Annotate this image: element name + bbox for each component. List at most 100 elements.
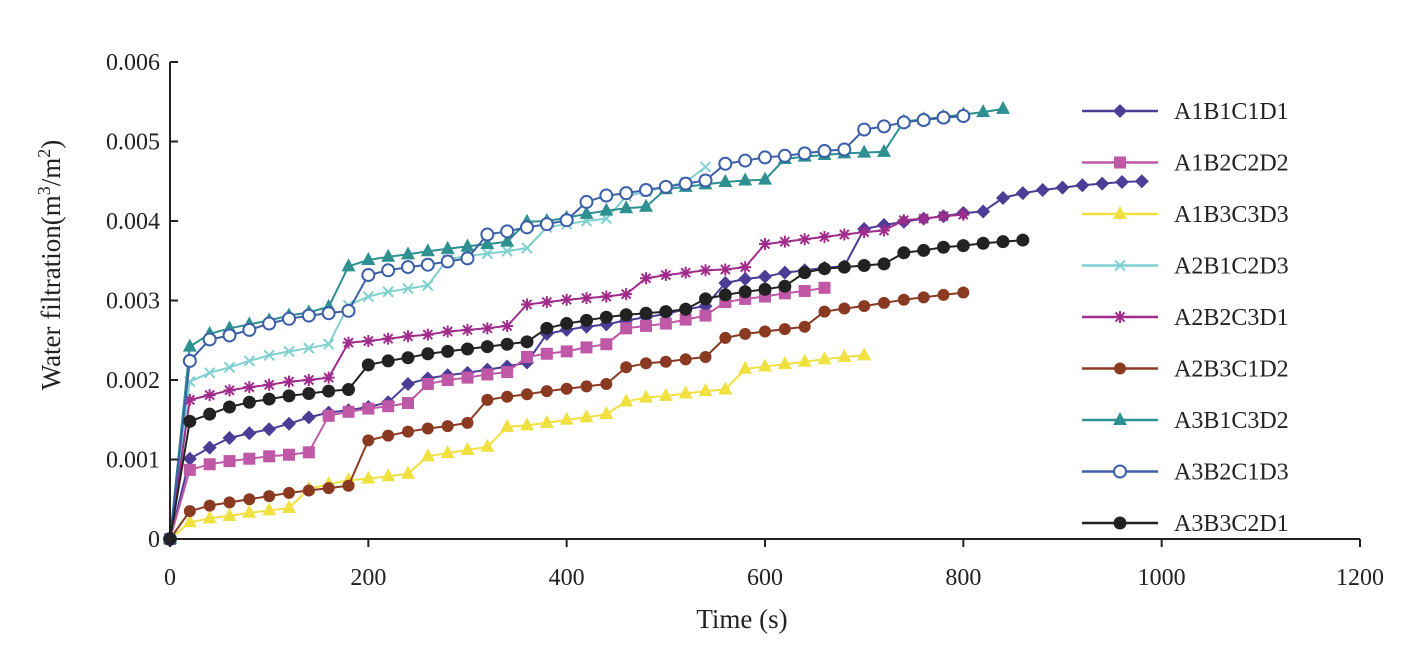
data-point-a1b2c2d2 <box>243 452 256 465</box>
data-point-a1b2c2d2 <box>461 371 474 384</box>
series-line-a1b2c2d2 <box>169 286 825 540</box>
data-point-a1b1c1d1 <box>301 410 316 425</box>
data-point-a1b1c1d1 <box>401 376 415 391</box>
data-point-a1b2c2d2 <box>521 350 533 363</box>
data-point-a3b2c1d3 <box>916 113 931 128</box>
data-point-a2b3c1d2 <box>818 305 831 318</box>
data-point-a1b2c2d2 <box>402 397 414 410</box>
data-point-a2b3c1d2 <box>858 300 871 313</box>
data-point-a2b2c3d1 <box>659 269 672 282</box>
data-point-a3b3c2d1 <box>639 306 653 320</box>
data-point-a3b1c3d2 <box>480 236 495 250</box>
data-point-a3b3c2d1 <box>619 308 633 322</box>
legend-marker-a2b3c1d2 <box>1114 362 1126 375</box>
data-point-a3b3c2d1 <box>857 259 871 273</box>
data-point-a3b3c2d1 <box>183 414 197 428</box>
data-point-a3b3c2d1 <box>540 321 554 335</box>
data-point-a2b2c3d1 <box>878 224 890 237</box>
data-point-a2b3c1d2 <box>937 288 950 301</box>
data-point-a3b2c1d3 <box>321 306 336 321</box>
data-point-a3b1c3d2 <box>440 240 455 254</box>
data-point-a3b2c1d3 <box>857 122 872 137</box>
data-point-a3b3c2d1 <box>461 342 474 356</box>
data-point-a1b3c3d3 <box>857 347 872 361</box>
data-point-a3b1c3d2 <box>341 258 356 272</box>
data-point-a1b2c2d2 <box>818 281 831 294</box>
data-point-a3b2c1d3 <box>738 153 753 168</box>
data-point-a3b3c2d1 <box>520 335 534 349</box>
data-point-a3b3c2d1 <box>818 262 831 276</box>
data-point-a2b3c1d2 <box>580 380 593 393</box>
data-point-a3b2c1d3 <box>599 188 614 203</box>
data-point-a2b3c1d2 <box>461 416 474 429</box>
data-point-a3b2c1d3 <box>341 303 356 318</box>
y-axis-title-main: Water filtration(m <box>36 195 66 390</box>
data-point-a3b3c2d1 <box>738 285 752 299</box>
data-point-a3b3c2d1 <box>381 354 395 368</box>
legend-marker-a3b3c2d1 <box>1113 516 1127 530</box>
y-tick-label: 0.004 <box>106 209 160 235</box>
data-point-a3b3c2d1 <box>798 266 812 280</box>
data-point-a2b3c1d2 <box>322 482 335 495</box>
data-point-a1b3c3d3 <box>678 385 693 399</box>
data-point-a2b2c3d1 <box>778 235 791 248</box>
data-point-a2b3c1d2 <box>759 325 771 338</box>
data-point-a3b1c3d2 <box>460 238 475 252</box>
data-point-a2b3c1d2 <box>659 355 672 368</box>
data-point-a3b3c2d1 <box>778 279 792 293</box>
legend: A1B1C1D1 A1B2C2D2 A1B3C3D3 A2B1C2D3 A2B2C3D1… <box>1082 99 1289 537</box>
data-point-a2b3c1d2 <box>719 331 732 344</box>
data-point-a3b1c3d2 <box>599 202 614 216</box>
data-point-a3b3c2d1 <box>659 305 673 319</box>
data-point-a1b3c3d3 <box>758 358 772 372</box>
data-point-a1b3c3d3 <box>559 411 574 425</box>
legend-marker-a2b2c3d1 <box>1114 311 1126 323</box>
data-point-a2b3c1d2 <box>481 393 494 406</box>
y-axis-title-sup1: 3 <box>34 186 54 195</box>
data-point-a3b1c3d2 <box>857 144 872 158</box>
data-point-a3b3c2d1 <box>480 340 494 354</box>
data-point-a2b1c2d3 <box>283 345 295 358</box>
legend-marker-a2b1c2d3 <box>1114 259 1126 272</box>
data-point-a1b3c3d3 <box>738 360 753 374</box>
data-point-a2b2c3d1 <box>461 323 474 336</box>
data-point-a3b2c1d3 <box>182 353 197 368</box>
data-point-a2b3c1d2 <box>778 323 791 336</box>
data-point-a3b2c1d3 <box>936 110 951 125</box>
data-point-a2b3c1d2 <box>798 320 811 333</box>
data-point-a2b2c3d1 <box>441 325 454 338</box>
data-point-a3b1c3d2 <box>361 251 376 265</box>
data-point-a1b2c2d2 <box>362 402 375 415</box>
data-point-a1b2c2d2 <box>580 341 593 354</box>
data-point-a3b3c2d1 <box>599 310 613 324</box>
data-point-a2b2c3d1 <box>243 381 256 394</box>
data-point-a1b3c3d3 <box>262 502 277 516</box>
data-point-a3b2c1d3 <box>242 322 257 337</box>
data-point-a2b2c3d1 <box>362 335 375 348</box>
data-point-a3b2c1d3 <box>480 227 495 242</box>
data-point-a2b3c1d2 <box>441 420 454 433</box>
data-point-a1b3c3d3 <box>282 499 296 513</box>
data-point-a1b2c2d2 <box>679 313 692 326</box>
data-point-a3b2c1d3 <box>361 268 376 283</box>
data-point-a2b2c3d1 <box>322 371 335 384</box>
data-point-a2b3c1d2 <box>302 484 315 497</box>
x-tick-label: 600 <box>747 565 783 591</box>
data-point-a2b2c3d1 <box>838 228 851 241</box>
data-point-a2b3c1d2 <box>838 302 851 315</box>
data-point-a3b3c2d1 <box>322 384 336 398</box>
data-point-a2b1c2d3 <box>243 355 256 367</box>
data-point-a3b2c1d3 <box>262 316 277 331</box>
data-point-a2b3c1d2 <box>878 296 890 309</box>
data-point-a2b3c1d2 <box>521 388 533 401</box>
data-point-a1b3c3d3 <box>837 348 852 362</box>
data-point-a2b1c2d3 <box>223 361 236 373</box>
data-point-a1b1c1d1 <box>718 276 733 291</box>
data-point-a3b1c3d2 <box>996 100 1010 114</box>
y-tick-label: 0.005 <box>106 130 160 156</box>
data-point-a2b2c3d1 <box>640 272 652 285</box>
data-point-a1b3c3d3 <box>698 383 713 397</box>
x-tick-label: 400 <box>549 565 585 591</box>
data-point-a3b1c3d2 <box>877 143 891 157</box>
data-point-a3b2c1d3 <box>401 260 415 275</box>
